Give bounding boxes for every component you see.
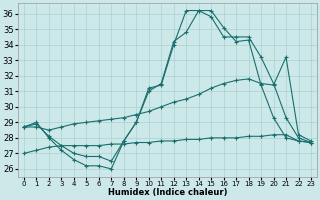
- X-axis label: Humidex (Indice chaleur): Humidex (Indice chaleur): [108, 188, 227, 197]
